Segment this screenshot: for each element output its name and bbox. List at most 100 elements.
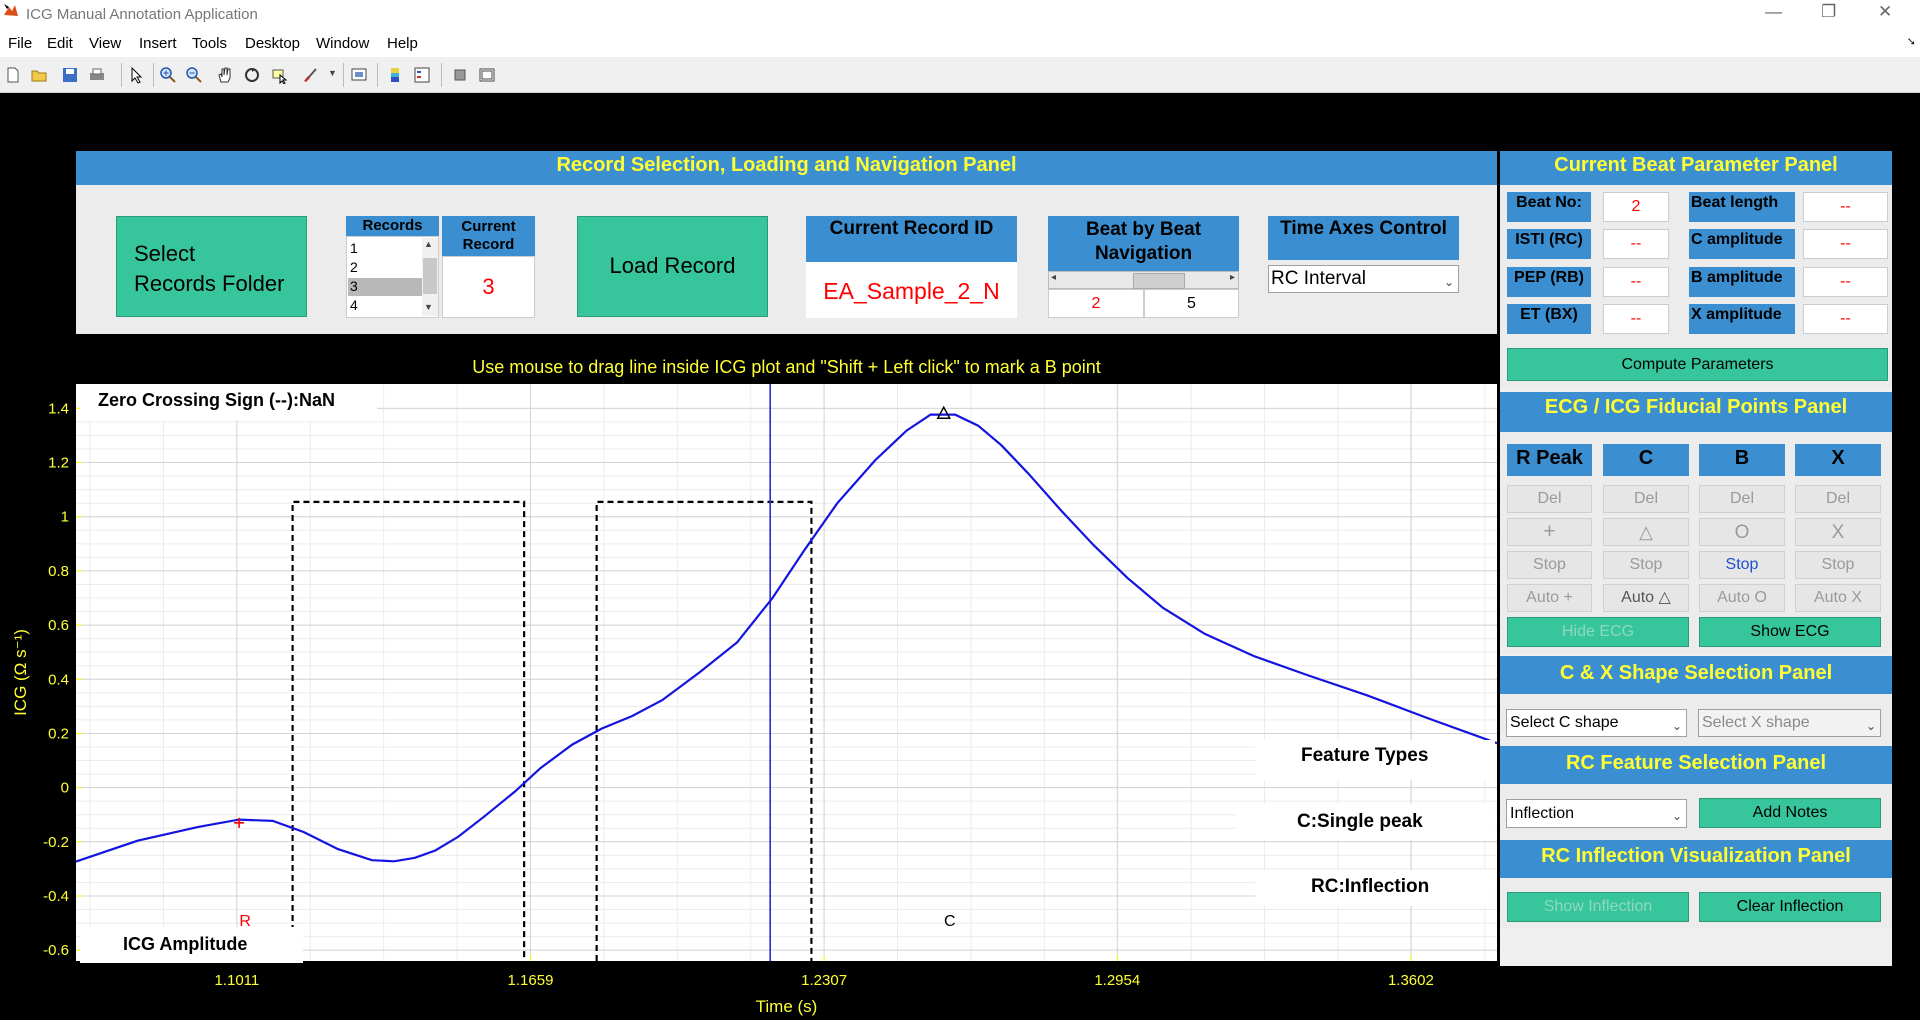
rotate-icon[interactable] xyxy=(243,66,261,84)
pan-icon[interactable] xyxy=(216,66,234,84)
feature-types-box: Feature Types xyxy=(1255,740,1495,780)
icg-plot[interactable]: -0.6 -0.4 -0.2 0 0.2 0.4 0.6 0.8 1 1.2 1.4 1.1011 1.… xyxy=(0,380,1500,1020)
link-plot-icon[interactable] xyxy=(350,66,368,84)
beat-param-title: Current Beat Parameter Panel xyxy=(1554,154,1838,176)
x-delete-button[interactable]: Del xyxy=(1795,485,1881,513)
data-cursor-icon[interactable] xyxy=(271,66,289,84)
compute-parameters-button[interactable]: Compute Parameters xyxy=(1507,348,1888,381)
rc-type-box: RC:Inflection xyxy=(1255,870,1495,906)
record-item[interactable]: 2 xyxy=(350,259,358,275)
new-file-icon[interactable] xyxy=(4,66,22,84)
menu-dock-arrow-icon[interactable]: ➘ xyxy=(1906,36,1916,48)
clear-inflection-button[interactable]: Clear Inflection xyxy=(1699,892,1881,922)
brush-dropdown-icon[interactable]: ▼ xyxy=(328,68,337,78)
r-peak-mark-button[interactable]: + xyxy=(1507,518,1592,546)
scroll-up-icon[interactable]: ▲ xyxy=(424,239,433,249)
add-notes-button[interactable]: Add Notes xyxy=(1699,798,1881,828)
legend-icon[interactable] xyxy=(413,66,431,84)
slider-thumb[interactable] xyxy=(1133,273,1185,289)
y-tick-label: 0.6 xyxy=(48,617,69,634)
r-peak-delete-button[interactable]: Del xyxy=(1507,485,1592,513)
menu-tools[interactable]: Tools xyxy=(192,35,228,52)
hide-ecg-button[interactable]: Hide ECG xyxy=(1507,617,1689,647)
rc-vis-header xyxy=(1500,840,1892,878)
record-item[interactable]: 4 xyxy=(350,297,358,313)
x-tick-label: 1.2307 xyxy=(801,972,847,989)
b-stop-button[interactable]: Stop xyxy=(1699,551,1785,579)
x-shape-dropdown[interactable]: Select X shape ⌄ xyxy=(1698,709,1881,737)
x-amplitude-value: -- xyxy=(1803,304,1888,334)
menu-desktop[interactable]: Desktop xyxy=(245,35,301,52)
current-record-id-label: Current Record ID xyxy=(806,216,1017,262)
show-inflection-button[interactable]: Show Inflection xyxy=(1507,892,1689,922)
b-mark-button[interactable]: O xyxy=(1699,518,1785,546)
records-scrollbar[interactable]: ▲ ▼ xyxy=(422,238,438,316)
c-delete-button[interactable]: Del xyxy=(1603,485,1689,513)
x-auto-button[interactable]: Auto X xyxy=(1795,584,1881,612)
time-axes-dropdown[interactable]: RC Interval ⌄ xyxy=(1268,265,1459,293)
pointer-icon[interactable] xyxy=(127,66,145,84)
close-icon[interactable]: ✕ xyxy=(1878,2,1893,21)
x-mark-button[interactable]: X xyxy=(1795,518,1881,546)
menu-insert[interactable]: Insert xyxy=(139,35,177,52)
records-listbox[interactable]: 1 2 3 4 ▲ ▼ xyxy=(346,236,439,318)
pep-value: -- xyxy=(1603,267,1669,297)
save-icon[interactable] xyxy=(61,66,79,84)
slider-right-icon[interactable]: ▸ xyxy=(1229,272,1235,283)
b-amplitude-value: -- xyxy=(1803,267,1888,297)
c-amplitude-value: -- xyxy=(1803,229,1888,259)
x-axis-label: Time (s) xyxy=(756,997,818,1016)
print-icon[interactable] xyxy=(88,66,106,84)
y-tick-label: -0.4 xyxy=(43,888,69,905)
show-ecg-button[interactable]: Show ECG xyxy=(1699,617,1881,647)
open-folder-icon[interactable] xyxy=(30,66,48,84)
load-record-button[interactable]: Load Record xyxy=(577,216,768,317)
c-shape-dropdown[interactable]: Select C shape ⌄ xyxy=(1506,709,1687,737)
restore-icon[interactable]: ❐ xyxy=(1821,2,1837,21)
slider-left-icon[interactable]: ◂ xyxy=(1051,272,1057,283)
x-tick-label: 1.3602 xyxy=(1388,972,1434,989)
select-records-folder-button[interactable]: Select Records Folder xyxy=(116,216,307,317)
record-item[interactable]: 1 xyxy=(350,240,358,256)
b-auto-button[interactable]: Auto O xyxy=(1699,584,1785,612)
b-delete-button[interactable]: Del xyxy=(1699,485,1785,513)
isti-label: ISTI (RC) xyxy=(1507,229,1591,259)
menu-edit[interactable]: Edit xyxy=(47,35,73,52)
records-label: Records xyxy=(346,216,439,236)
c-type-box: C:Single peak xyxy=(1237,804,1495,840)
zoom-out-icon[interactable] xyxy=(185,66,203,84)
r-peak-auto-button[interactable]: Auto + xyxy=(1507,584,1592,612)
x-stop-button[interactable]: Stop xyxy=(1795,551,1881,579)
menu-file[interactable]: File xyxy=(8,35,33,52)
brush-icon[interactable] xyxy=(301,66,319,84)
pep-label: PEP (RB) xyxy=(1507,267,1591,297)
plot-area[interactable] xyxy=(76,384,1497,961)
c-point-marker xyxy=(936,405,951,419)
analysis-window xyxy=(291,500,526,961)
plot-instruction: Use mouse to drag line inside ICG plot a… xyxy=(472,357,1101,377)
dock-icon[interactable] xyxy=(478,66,496,84)
x-shape-value: Select X shape xyxy=(1702,714,1810,731)
hide-tools-icon[interactable] xyxy=(451,66,469,84)
rc-feature-title: RC Feature Selection Panel xyxy=(1565,752,1827,774)
menu-help[interactable]: Help xyxy=(387,35,418,52)
rc-feature-dropdown[interactable]: Inflection ⌄ xyxy=(1506,799,1687,828)
record-item-selected[interactable]: 3 xyxy=(348,278,422,296)
scroll-thumb[interactable] xyxy=(423,258,437,294)
c-mark-button[interactable]: △ xyxy=(1603,518,1689,546)
beat-length-label: Beat length xyxy=(1689,192,1795,222)
scroll-down-icon[interactable]: ▼ xyxy=(424,302,433,312)
y-tick-label: 1.2 xyxy=(48,455,69,472)
c-stop-button[interactable]: Stop xyxy=(1603,551,1689,579)
minimize-icon[interactable]: — xyxy=(1765,2,1782,21)
c-auto-button[interactable]: Auto △ xyxy=(1603,584,1689,612)
time-axes-value: RC Interval xyxy=(1271,268,1367,289)
colorbar-icon[interactable] xyxy=(386,66,404,84)
r-peak-stop-button[interactable]: Stop xyxy=(1507,551,1592,579)
beat-navigation-slider[interactable]: ◂ ▸ xyxy=(1048,271,1239,289)
analysis-window xyxy=(595,500,813,961)
menu-view[interactable]: View xyxy=(89,35,122,52)
isti-value: -- xyxy=(1603,229,1669,259)
zoom-in-icon[interactable] xyxy=(159,66,177,84)
menu-window[interactable]: Window xyxy=(316,35,370,52)
